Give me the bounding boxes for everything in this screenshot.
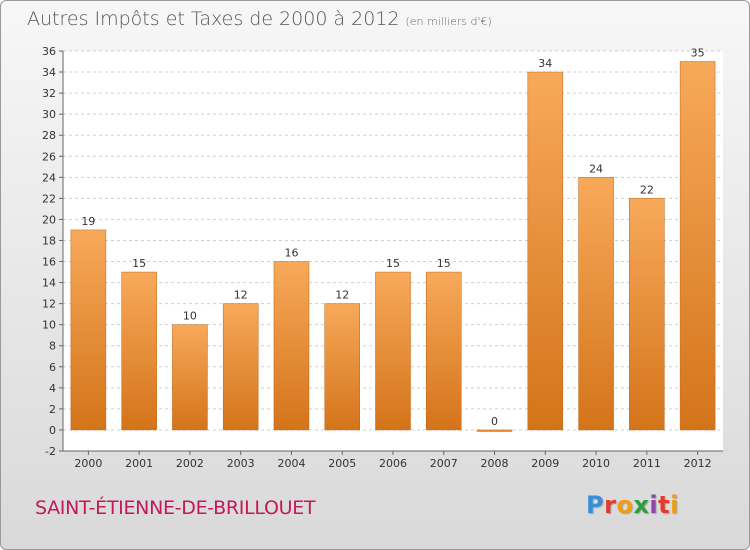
x-tick-label-2009: 2009 bbox=[531, 457, 559, 470]
bar-2001 bbox=[121, 271, 157, 431]
bar-2006 bbox=[375, 271, 411, 431]
chart-unit-label: (en milliers d'€) bbox=[405, 15, 492, 28]
x-tick-label-2010: 2010 bbox=[582, 457, 610, 470]
x-tick-label-2001: 2001 bbox=[125, 457, 153, 470]
y-tick-label: 10 bbox=[42, 319, 56, 332]
logo-letter: r bbox=[604, 491, 617, 519]
y-tick-label: 12 bbox=[42, 298, 56, 311]
data-label-2007: 15 bbox=[437, 257, 451, 270]
y-tick-label: 28 bbox=[42, 129, 56, 142]
y-tick-label: 22 bbox=[42, 192, 56, 205]
y-tick-label: 2 bbox=[49, 403, 56, 416]
bar-2008 bbox=[476, 429, 513, 432]
data-label-2003: 12 bbox=[234, 289, 248, 302]
logo-letter: t bbox=[658, 491, 671, 519]
data-label-2009: 34 bbox=[538, 57, 552, 70]
x-tick-label-2011: 2011 bbox=[633, 457, 661, 470]
bar-2005 bbox=[324, 303, 360, 431]
x-tick-label-2002: 2002 bbox=[176, 457, 204, 470]
logo-letter: P bbox=[586, 491, 605, 519]
x-tick-label-2007: 2007 bbox=[430, 457, 458, 470]
y-tick-label: 18 bbox=[42, 234, 56, 247]
data-label-2002: 10 bbox=[183, 310, 197, 323]
data-label-2008: 0 bbox=[491, 415, 498, 428]
logo-letter: o bbox=[616, 491, 634, 519]
bar-2000 bbox=[70, 229, 107, 431]
data-label-2001: 15 bbox=[132, 257, 146, 270]
logo-letter: i bbox=[670, 491, 679, 519]
y-tick-label: -2 bbox=[45, 445, 56, 458]
data-label-2005: 12 bbox=[335, 289, 349, 302]
x-tick-label-2003: 2003 bbox=[227, 457, 255, 470]
x-tick-label-2000: 2000 bbox=[74, 457, 102, 470]
y-tick-label: 20 bbox=[42, 213, 56, 226]
y-tick-label: 0 bbox=[49, 424, 56, 437]
logo-letter: x bbox=[633, 491, 650, 519]
chart-title: Autres Impôts et Taxes de 2000 à 2012 (en… bbox=[27, 8, 492, 30]
x-tick-label-2006: 2006 bbox=[379, 457, 407, 470]
y-tick-label: 4 bbox=[49, 382, 56, 395]
bar-2011 bbox=[629, 198, 665, 431]
chart-title-text: Autres Impôts et Taxes de 2000 à 2012 bbox=[27, 8, 400, 30]
data-label-2006: 15 bbox=[386, 257, 400, 270]
y-tick-label: 34 bbox=[42, 66, 56, 79]
y-tick-label: 8 bbox=[49, 340, 56, 353]
bar-2010 bbox=[578, 177, 614, 431]
proxiti-logo: Proxiti bbox=[586, 491, 679, 519]
y-tick-label: 36 bbox=[42, 45, 56, 58]
y-tick-label: 24 bbox=[42, 171, 56, 184]
bar-2007 bbox=[426, 271, 462, 431]
x-tick-label-2005: 2005 bbox=[328, 457, 356, 470]
place-name: SAINT-ÉTIENNE-DE-BRILLOUET bbox=[35, 497, 316, 519]
y-tick-label: 14 bbox=[42, 277, 56, 290]
data-label-2011: 22 bbox=[640, 183, 654, 196]
bar-2009 bbox=[527, 71, 564, 431]
x-tick-label-2012: 2012 bbox=[684, 457, 712, 470]
logo-letter: i bbox=[649, 491, 659, 519]
data-label-2012: 35 bbox=[691, 47, 705, 60]
y-tick-label: 16 bbox=[42, 256, 56, 269]
bar-2004 bbox=[273, 261, 310, 431]
x-tick-label-2004: 2004 bbox=[277, 457, 305, 470]
bar-2012 bbox=[679, 61, 716, 431]
data-label-2000: 19 bbox=[81, 215, 95, 228]
x-tick-label-2008: 2008 bbox=[481, 457, 509, 470]
y-tick-label: 26 bbox=[42, 150, 56, 163]
data-label-2010: 24 bbox=[589, 162, 603, 175]
y-tick-label: 6 bbox=[49, 361, 56, 374]
bar-2003 bbox=[222, 303, 259, 431]
y-tick-label: 30 bbox=[42, 108, 56, 121]
data-label-2004: 16 bbox=[284, 247, 298, 260]
y-tick-label: 32 bbox=[42, 87, 56, 100]
bar-2002 bbox=[172, 324, 208, 431]
